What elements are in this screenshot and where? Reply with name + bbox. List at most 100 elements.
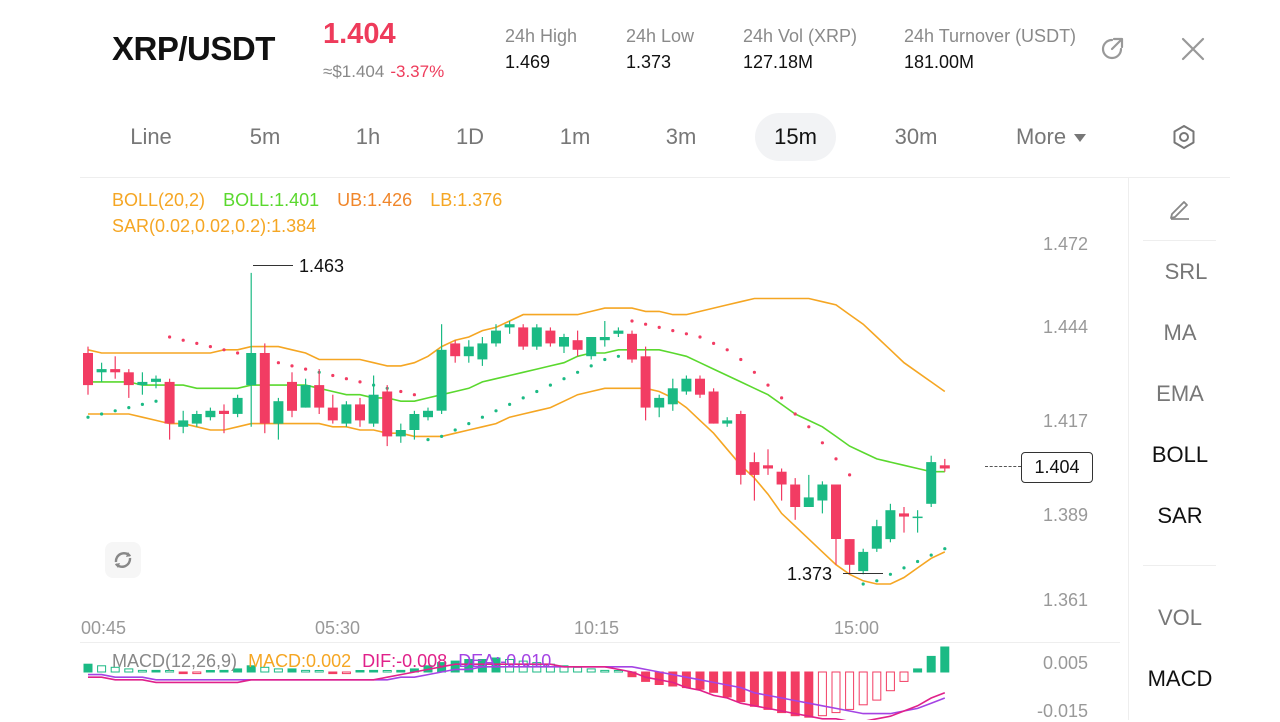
- y-tick-label: 1.361: [1043, 590, 1089, 610]
- sar-dot: [113, 409, 117, 413]
- tab-15m[interactable]: 15m: [755, 113, 836, 161]
- macd-histogram-bar: [110, 666, 120, 673]
- candle-body: [708, 391, 719, 424]
- candle-body: [844, 539, 855, 565]
- indicator-sar[interactable]: SAR: [1157, 503, 1203, 528]
- sar-dot: [127, 406, 131, 410]
- candle-body: [287, 381, 297, 411]
- tab-1m[interactable]: 1m: [559, 124, 591, 149]
- right-panel-divider: [1128, 178, 1129, 720]
- macd-histogram-bar: [872, 671, 882, 701]
- tab-3m[interactable]: 3m: [665, 124, 697, 149]
- indicator-vol[interactable]: VOL: [1157, 605, 1203, 630]
- candle-body: [96, 369, 107, 373]
- candle-body: [504, 324, 515, 328]
- sar-dot: [834, 457, 838, 461]
- macd-histogram-bar: [124, 668, 134, 673]
- macd-divider: [80, 642, 1120, 643]
- sar-dot: [140, 402, 144, 406]
- macd-histogram-bar: [573, 666, 583, 673]
- sar-dot: [657, 325, 661, 329]
- candle-body: [695, 378, 705, 395]
- macd-histogram-bar: [845, 671, 855, 710]
- boll-lower-band: [88, 387, 946, 585]
- candle-body: [613, 330, 624, 334]
- macd-histogram-bar: [899, 671, 909, 682]
- stat-label: 24h Low: [626, 26, 695, 46]
- dif-line: [88, 663, 946, 720]
- low-marker-line: [843, 573, 883, 574]
- candle-body: [178, 420, 189, 427]
- indicator-macd[interactable]: MACD: [1147, 666, 1213, 691]
- sar-dot: [630, 319, 634, 323]
- macd-histogram-bar: [246, 665, 256, 673]
- tab-30m[interactable]: 30m: [894, 124, 938, 149]
- tab-more[interactable]: More: [1005, 113, 1097, 161]
- sar-dot: [494, 409, 498, 413]
- sar-dot: [712, 341, 716, 345]
- current-price-line: [985, 466, 1021, 467]
- macd-histogram-bar: [749, 671, 759, 707]
- macd-histogram-bar: [831, 671, 841, 714]
- close-icon[interactable]: [1180, 36, 1206, 62]
- y-tick-label: 1.472: [1043, 234, 1089, 254]
- indicator-srl[interactable]: SRL: [1164, 259, 1208, 284]
- candle-body: [463, 346, 474, 357]
- candle-body: [545, 330, 556, 344]
- sar-dot: [739, 357, 743, 362]
- candle-body: [531, 327, 542, 347]
- candle-body: [572, 340, 583, 350]
- candle-body: [423, 410, 433, 418]
- pair-title: XRP/USDT: [112, 30, 275, 67]
- candle-body: [83, 353, 93, 386]
- candle-body: [477, 343, 488, 360]
- tab-line[interactable]: Line: [130, 124, 172, 149]
- sar-dot: [780, 396, 784, 400]
- tab-1h[interactable]: 1h: [355, 124, 381, 149]
- sar-dot: [671, 329, 675, 333]
- high-marker-line: [253, 265, 293, 266]
- sar-dot: [222, 348, 226, 352]
- sar-dot: [576, 370, 580, 374]
- macd-histogram-bar: [287, 668, 297, 673]
- y-tick-label: 1.444: [1043, 317, 1089, 337]
- candle-body: [436, 349, 447, 411]
- sar-dot: [902, 566, 906, 570]
- change-percent: -3.37%: [390, 62, 445, 81]
- candle-body: [749, 462, 760, 475]
- tab-5m[interactable]: 5m: [249, 124, 281, 149]
- candle-body: [151, 378, 161, 382]
- macd-histogram-bar: [382, 670, 392, 673]
- sar-dot: [276, 361, 280, 365]
- macd-histogram-bar: [450, 660, 460, 673]
- candle-body: [395, 430, 406, 437]
- tab-1d[interactable]: 1D: [455, 124, 485, 149]
- draw-pencil-icon[interactable]: [1167, 195, 1193, 221]
- candle-body: [491, 330, 501, 344]
- sar-dot: [766, 383, 770, 387]
- sar-dot: [943, 547, 947, 551]
- sar-dot: [929, 553, 933, 557]
- refresh-icon: [114, 552, 132, 568]
- indicator-ma[interactable]: MA: [1163, 320, 1197, 345]
- macd-histogram-bar: [219, 669, 229, 673]
- x-tick-label: 00:45: [81, 618, 127, 638]
- macd-histogram-bar: [804, 671, 814, 718]
- sar-dot: [399, 389, 403, 394]
- indicator-ema[interactable]: EMA: [1156, 381, 1204, 406]
- settings-icon[interactable]: [1170, 123, 1198, 151]
- macd-histogram-bar: [355, 670, 365, 673]
- macd-histogram-bar: [83, 663, 93, 673]
- macd-histogram-bar: [205, 670, 215, 673]
- sar-dot: [236, 351, 240, 355]
- macd-histogram-bar: [137, 669, 147, 673]
- price-chart[interactable]: [80, 230, 1120, 620]
- macd-params: MACD(12,26,9): [112, 651, 238, 671]
- candle-body: [409, 414, 420, 430]
- macd-histogram-bar: [151, 669, 161, 673]
- reset-view-button[interactable]: [105, 542, 141, 578]
- candle-body: [232, 397, 243, 414]
- indicator-boll[interactable]: BOLL: [1151, 442, 1209, 467]
- share-icon[interactable]: [1099, 36, 1125, 62]
- macd-histogram-bar: [192, 671, 202, 675]
